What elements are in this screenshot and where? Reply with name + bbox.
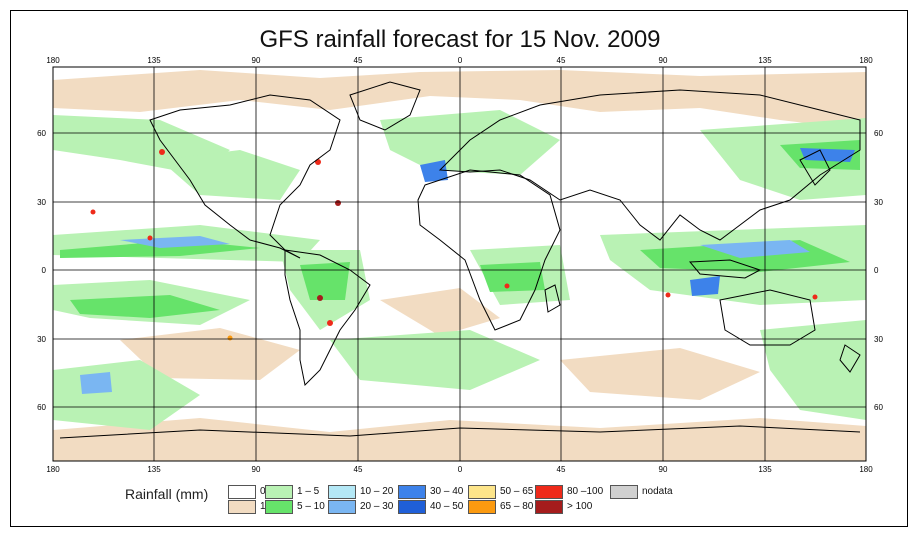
lon-tick-bottom: 90 (659, 465, 668, 474)
legend-label: nodata (642, 486, 673, 497)
legend-swatch (468, 485, 496, 499)
lon-tick-top: 90 (252, 56, 261, 65)
legend-label: 10 – 20 (360, 486, 394, 497)
lon-tick-bottom: 180 (859, 465, 873, 474)
legend-swatch (398, 485, 426, 499)
legend-swatch (468, 500, 496, 514)
legend-label: 40 – 50 (430, 501, 464, 512)
legend-swatch (328, 485, 356, 499)
legend-swatch (398, 500, 426, 514)
lat-tick-left: 0 (42, 266, 47, 275)
lon-tick-top: 135 (147, 56, 161, 65)
lat-tick-left: 60 (37, 129, 46, 138)
lat-tick-left: 30 (37, 335, 46, 344)
legend-label: 1 (260, 501, 266, 512)
lon-tick-top: 180 (859, 56, 873, 65)
lat-tick-right: 30 (874, 198, 883, 207)
figure-frame (10, 10, 908, 527)
lon-tick-top: 45 (557, 56, 566, 65)
rainfall-field (53, 70, 866, 461)
lon-tick-top: 135 (758, 56, 772, 65)
legend-label: 0 (260, 486, 266, 497)
lon-tick-bottom: 135 (758, 465, 772, 474)
map-title: GFS rainfall forecast for 15 Nov. 2009 (259, 26, 661, 53)
legend-swatch (265, 485, 293, 499)
graticule (53, 67, 866, 461)
legend-swatch (228, 485, 256, 499)
legend-swatch (535, 500, 563, 514)
legend-swatch (228, 500, 256, 514)
lat-tick-right: 30 (874, 335, 883, 344)
lat-tick-right: 0 (874, 266, 879, 275)
lat-tick-right: 60 (874, 129, 883, 138)
legend-label: 5 – 10 (297, 501, 325, 512)
legend-label: 20 – 30 (360, 501, 394, 512)
lon-tick-top: 90 (659, 56, 668, 65)
lat-tick-left: 30 (37, 198, 46, 207)
legend-swatch (328, 500, 356, 514)
lon-tick-bottom: 180 (46, 465, 60, 474)
lon-tick-bottom: 135 (147, 465, 161, 474)
legend-label: 80 –100 (567, 486, 604, 497)
legend-title: Rainfall (mm) (125, 486, 209, 502)
lon-tick-top: 180 (46, 56, 60, 65)
lon-tick-bottom: 90 (252, 465, 261, 474)
map-border (52, 66, 867, 462)
legend-swatch (610, 485, 638, 499)
lon-tick-top: 45 (354, 56, 363, 65)
lat-tick-left: 60 (37, 403, 46, 412)
legend-label: 1 – 5 (297, 486, 320, 497)
lon-tick-bottom: 45 (557, 465, 566, 474)
lat-tick-right: 60 (874, 403, 883, 412)
legend-swatch (535, 485, 563, 499)
legend-swatch (265, 500, 293, 514)
legend-label: 50 – 65 (500, 486, 534, 497)
legend-label: 30 – 40 (430, 486, 464, 497)
lon-tick-bottom: 45 (354, 465, 363, 474)
lon-tick-top: 0 (458, 56, 463, 65)
legend-label: > 100 (567, 501, 593, 512)
lon-tick-bottom: 0 (458, 465, 463, 474)
legend-label: 65 – 80 (500, 501, 534, 512)
